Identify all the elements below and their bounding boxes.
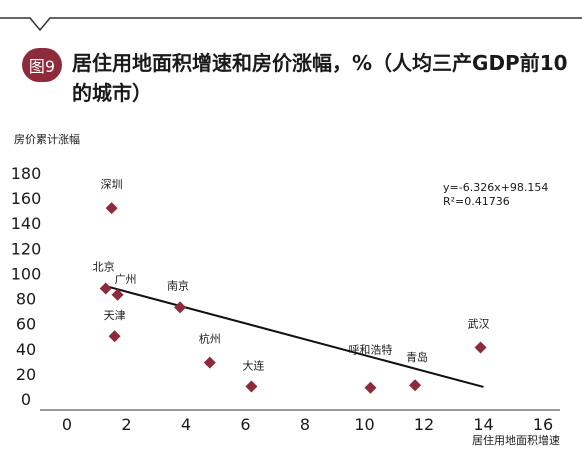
trendline [105, 285, 484, 388]
point-label: 大连 [242, 358, 264, 372]
scatter-point [105, 202, 118, 215]
trend-equation: y=-6.326x+98.154 [443, 181, 548, 194]
x-tick-label: 10 [354, 415, 374, 434]
scatter-point [174, 301, 187, 314]
x-tick-label: 12 [414, 415, 434, 434]
x-tick-label: 6 [240, 415, 250, 434]
trendline-line [105, 285, 484, 388]
x-axis-label: 居住用地面积增速 [472, 433, 560, 447]
x-tick-label: 0 [62, 415, 72, 434]
scatter-point [108, 330, 121, 343]
point-label: 北京 [93, 260, 115, 274]
y-tick-label: 40 [16, 340, 36, 359]
point-label: 呼和浩特 [348, 343, 392, 357]
scatter-point [203, 356, 216, 369]
y-tick-label: 60 [16, 315, 36, 334]
y-tick-label: 100 [11, 264, 42, 283]
x-tick-label: 8 [300, 415, 310, 434]
trend-r2: R²=0.41736 [443, 195, 510, 208]
point-label: 天津 [104, 309, 126, 322]
x-tick-label: 16 [533, 415, 553, 434]
y-tick-label: 80 [16, 290, 36, 309]
point-label: 深圳 [101, 178, 123, 191]
y-tick-label: 140 [11, 214, 42, 233]
y-tick-labels: 0 20 40 60 80 100 120 140 160 180 [11, 164, 42, 409]
scatter-point [111, 288, 124, 301]
scatter-point [474, 341, 487, 354]
scatter-point [364, 381, 377, 394]
point-label: 南京 [167, 278, 189, 292]
y-tick-label: 180 [11, 164, 42, 183]
y-tick-label: 160 [11, 189, 42, 208]
y-tick-label: 20 [16, 365, 36, 384]
figure-badge: 图9 [22, 48, 62, 82]
chart-title: 居住用地面积增速和房价涨幅，%（人均三产GDP前10的城市） [72, 51, 568, 105]
y-tick-label: 0 [21, 390, 31, 409]
x-tick-label: 14 [473, 415, 493, 434]
scatter-point [99, 282, 112, 295]
x-tick-labels: 0 2 4 6 8 10 12 14 16 [62, 415, 553, 434]
x-tick-label: 2 [121, 415, 131, 434]
point-label: 武汉 [468, 318, 490, 331]
y-axis-label: 房价累计涨幅 [14, 133, 80, 146]
data-points [99, 202, 487, 394]
x-tick-label: 4 [181, 415, 191, 434]
point-label: 青岛 [406, 350, 428, 364]
scatter-point [245, 380, 258, 393]
point-label: 杭州 [199, 332, 221, 346]
y-tick-label: 120 [11, 239, 42, 258]
point-label: 广州 [115, 273, 137, 286]
header-frame [0, 17, 582, 32]
scatter-point [409, 379, 422, 392]
